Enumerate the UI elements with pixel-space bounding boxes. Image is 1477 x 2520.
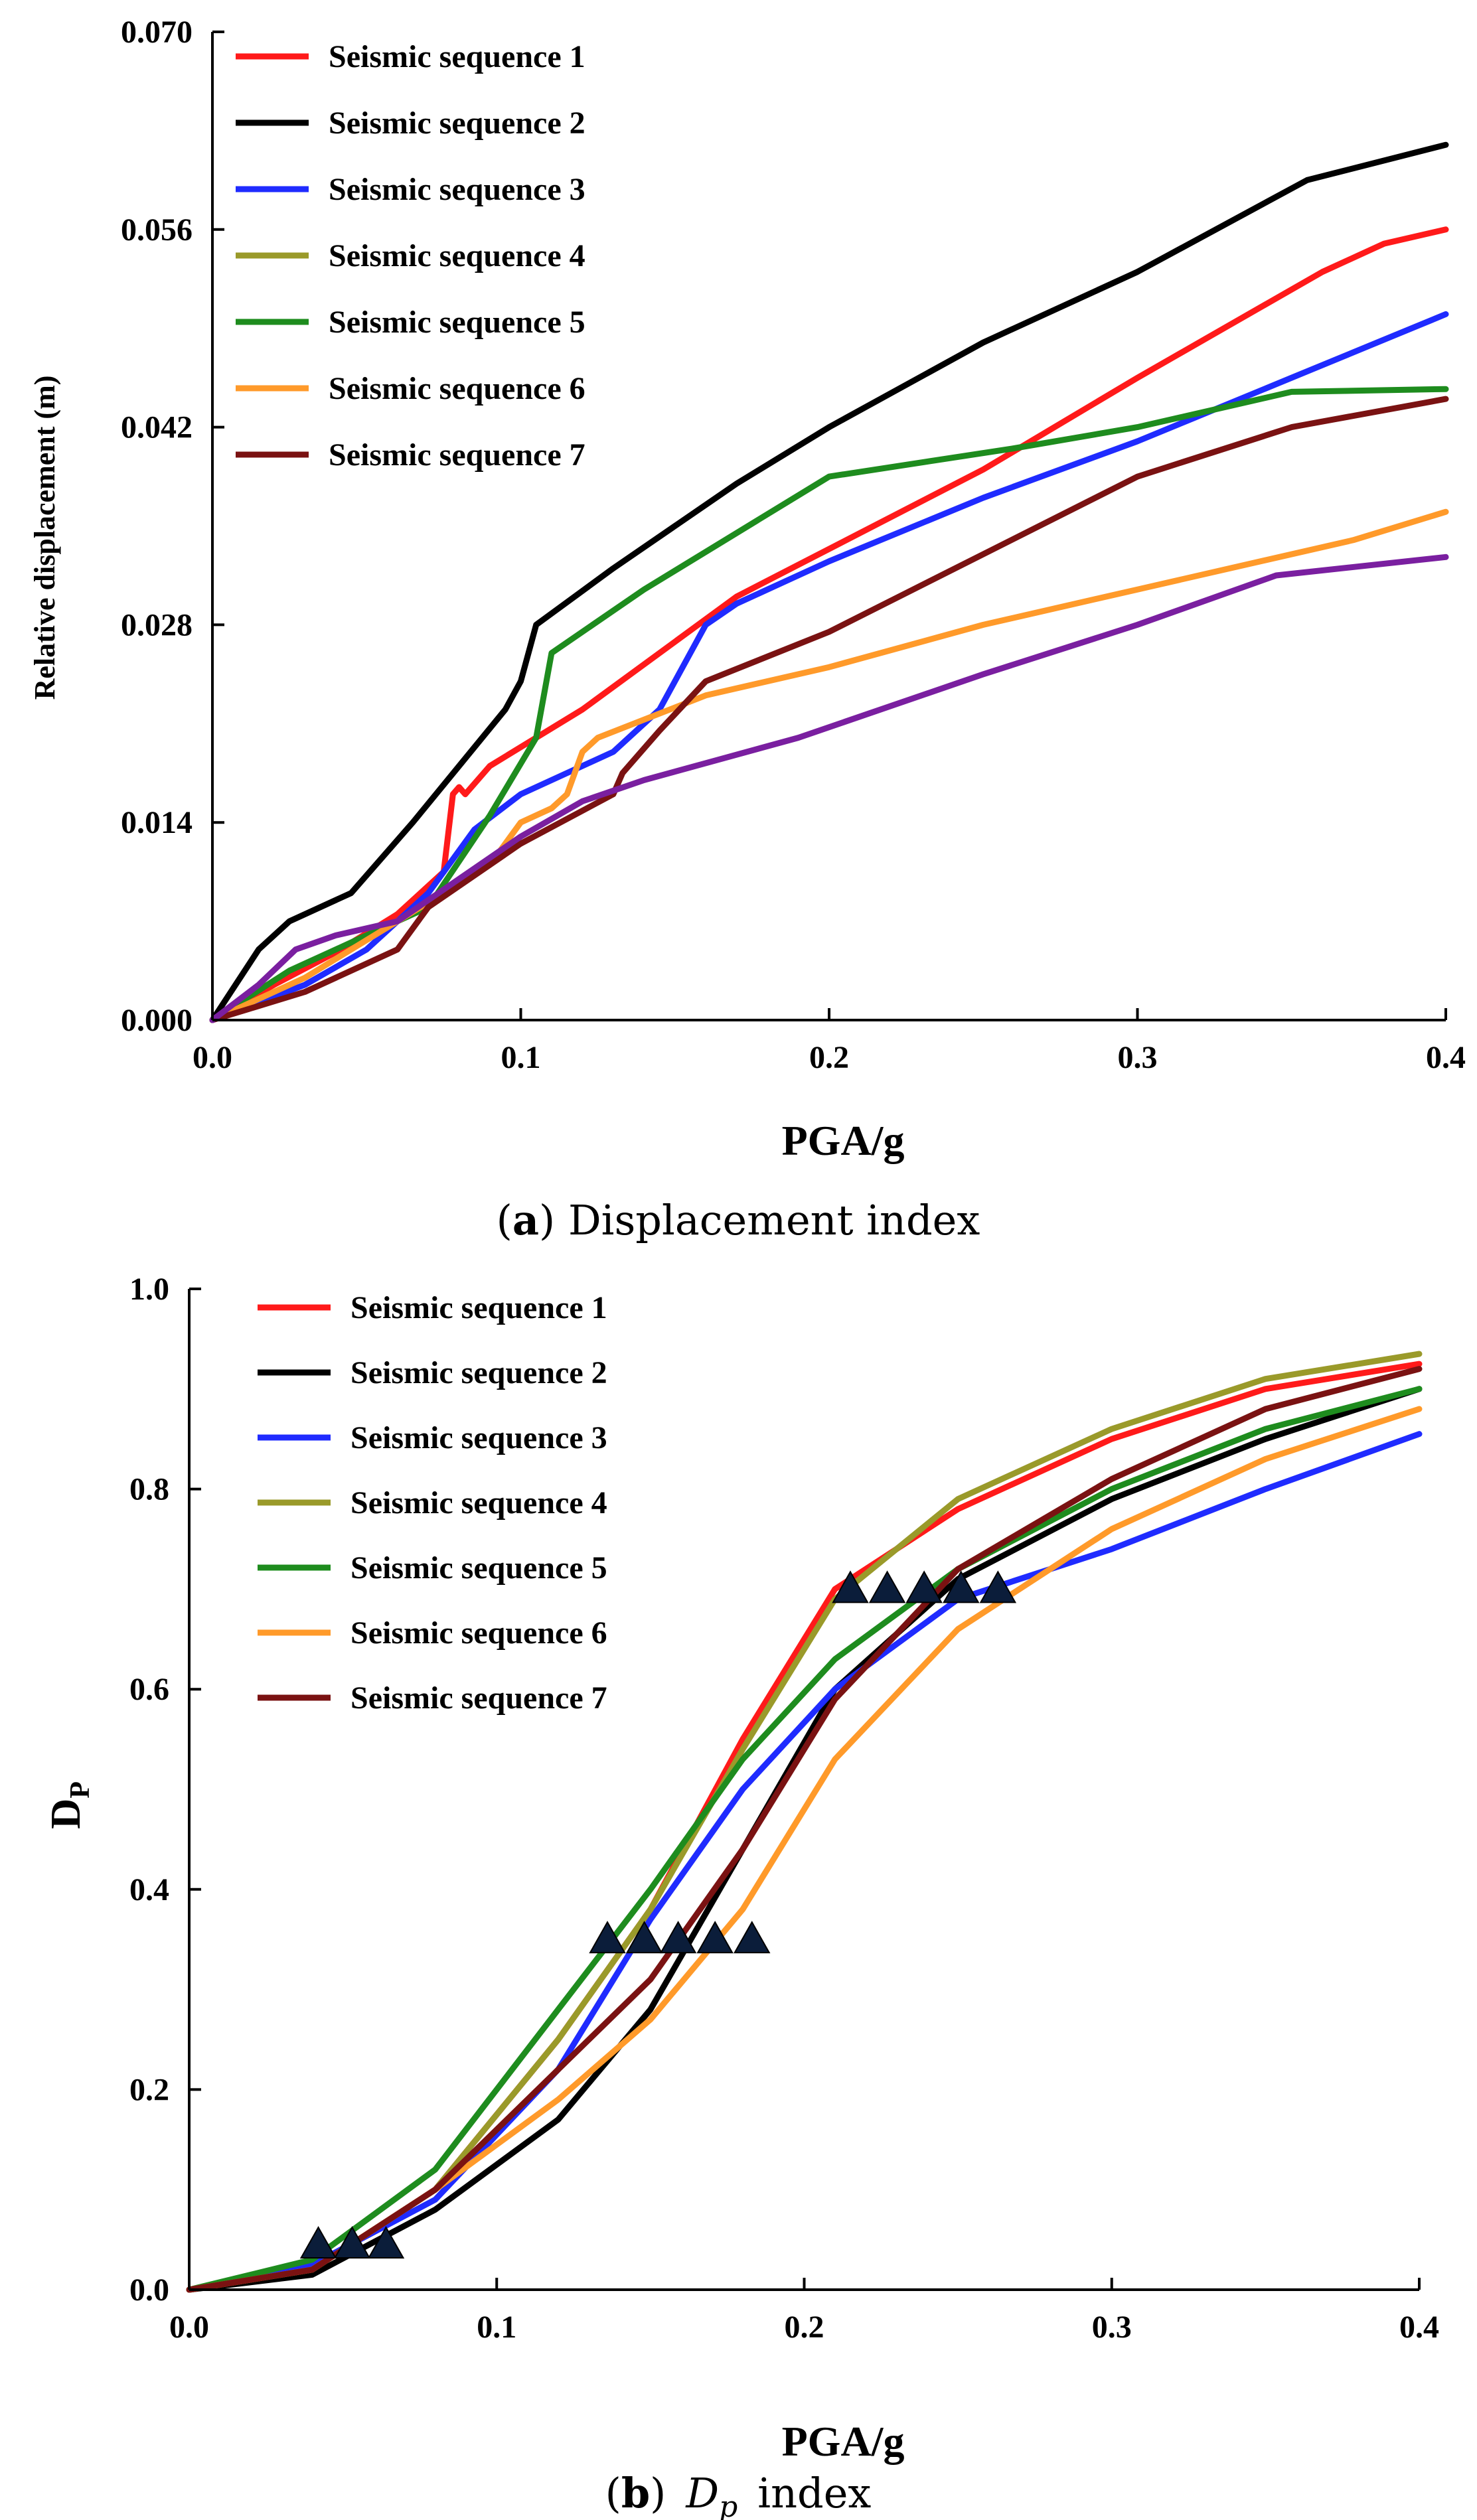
chart-a-legend-label: Seismic sequence 2: [329, 106, 585, 141]
chart-a-x-tick-label: 0.2: [809, 1040, 849, 1075]
chart-b-y-tick-label: 0.8: [129, 1472, 169, 1507]
chart-b-y-tick-label: 0.6: [129, 1672, 169, 1707]
chart-b-legend-label: Seismic sequence 5: [350, 1550, 607, 1586]
chart-a-caption-text: Displacement index: [555, 1196, 980, 1244]
chart-b-x-tick-label: 0.2: [785, 2310, 824, 2345]
chart-b-legend-label: Seismic sequence 4: [350, 1485, 607, 1520]
chart-b-series-line-7: [186, 1366, 1423, 2293]
chart-b-damage-state-marker: [868, 1570, 906, 1603]
chart-b-caption: (b) Dp index: [605, 2469, 872, 2520]
chart-a-y-tick-label: 0.042: [121, 410, 193, 445]
chart-a-y-tick-label: 0.070: [121, 15, 193, 50]
chart-a-y-axis-label: Relative displacement (m): [29, 376, 61, 700]
chart-a-legend-label: Seismic sequence 6: [329, 371, 585, 406]
chart-b-y-tick-label: 0.2: [129, 2072, 169, 2107]
chart-b-x-tick-label: 0.1: [477, 2310, 516, 2345]
chart-a-legend-label: Seismic sequence 4: [329, 238, 585, 273]
chart-b-y-tick-label: 0.0: [129, 2272, 169, 2308]
chart-a-y-tick-label: 0.028: [121, 607, 193, 642]
chart-b-caption-symbol: D: [685, 2469, 719, 2517]
chart-a-y-tick-label: 0.014: [121, 805, 193, 840]
chart-b-markers: [299, 1570, 1017, 2259]
chart-b-series-line-6: [186, 1406, 1423, 2293]
chart-b-y-axis-label-main: D: [42, 1799, 89, 1829]
chart-a-series-line-8: [209, 554, 1449, 1023]
chart-b-x-tick-label: 0.0: [169, 2310, 209, 2345]
chart-b-ticks: 0.0 0.1 0.2 0.3 0.4 0.0 0.2 0.4 0.6 0.8 1.0: [129, 1272, 1439, 2345]
chart-b-caption-text: index: [757, 2469, 871, 2517]
chart-b-y-axis-label: DP: [42, 1781, 96, 1829]
chart-b-damage-state-marker: [625, 1921, 663, 1954]
chart-a-caption: (a) Displacement index: [497, 1196, 980, 1244]
chart-b-y-tick-label: 0.4: [129, 1872, 169, 1907]
chart-a-ticks: 0.0 0.1 0.2 0.3 0.4 0.000 0.014 0.028 0.042 0.056…: [121, 15, 1466, 1075]
chart-b-damage-state-marker: [905, 1570, 943, 1603]
chart-b: 0.0 0.1 0.2 0.3 0.40.00.20.40.60.81.0 PGA/g …: [42, 1272, 1439, 2520]
chart-a-x-tick-label: 0.3: [1118, 1040, 1158, 1075]
chart-b-x-tick-label: 0.3: [1092, 2310, 1132, 2345]
chart-a-series-line-2: [209, 141, 1449, 1023]
chart-b-x-axis-label: PGA/g: [782, 2418, 905, 2465]
chart-a-x-axis-label: PGA/g: [782, 1117, 905, 1164]
chart-a-caption-letter: a: [512, 1196, 539, 1244]
chart-b-damage-state-marker: [589, 1921, 626, 1954]
chart-a-series-line-6: [209, 508, 1449, 1023]
chart-b-damage-state-marker: [333, 2226, 371, 2259]
chart-b-damage-state-marker: [979, 1570, 1017, 1603]
chart-b-damage-state-marker: [367, 2226, 405, 2259]
chart-b-legend-label: Seismic sequence 3: [350, 1420, 607, 1455]
chart-a: 0.0 0.1 0.2 0.3 0.4 0.000 0.014 0.028 0.042 0.056…: [29, 15, 1466, 1244]
chart-a-series-line-1: [209, 226, 1449, 1023]
chart-b-x-tick-label: 0.4: [1399, 2310, 1439, 2345]
chart-b-series-line-3: [186, 1431, 1423, 2293]
chart-b-y-axis-label-sub: P: [65, 1781, 96, 1799]
chart-a-x-tick-label: 0.1: [501, 1040, 541, 1075]
chart-a-x-tick-label: 0.0: [193, 1040, 232, 1075]
chart-a-legend: Seismic sequence 1 Seismic sequence 2 Seis…: [236, 39, 585, 473]
chart-a-legend-label: Seismic sequence 7: [329, 437, 585, 473]
chart-b-legend: Seismic sequence 1 Seismic sequence 2 Seis…: [258, 1290, 607, 1716]
chart-b-series-line-2: [186, 1386, 1423, 2293]
chart-b-damage-state-marker: [299, 2226, 337, 2259]
chart-a-legend-label: Seismic sequence 5: [329, 305, 585, 340]
chart-b-y-tick-label: 1.0: [129, 1272, 169, 1307]
chart-b-series-line-5: [186, 1386, 1423, 2293]
chart-a-y-tick-label: 0.000: [121, 1003, 193, 1038]
chart-b-damage-state-marker: [734, 1921, 771, 1954]
chart-b-damage-state-marker: [832, 1570, 869, 1603]
chart-b-legend-label: Seismic sequence 6: [350, 1615, 607, 1651]
chart-b-legend-label: Seismic sequence 1: [350, 1290, 607, 1325]
chart-a-legend-label: Seismic sequence 1: [329, 39, 585, 74]
chart-a-y-tick-label: 0.056: [121, 212, 193, 248]
chart-b-damage-state-marker: [943, 1570, 980, 1603]
chart-b-damage-state-marker: [659, 1921, 697, 1954]
chart-a-x-tick-label: 0.4: [1426, 1040, 1466, 1075]
chart-b-damage-state-marker: [696, 1921, 734, 1954]
chart-b-caption-letter: b: [621, 2469, 650, 2517]
chart-b-legend-label: Seismic sequence 7: [350, 1680, 607, 1716]
chart-b-series-group: [186, 1351, 1423, 2293]
chart-b-legend-label: Seismic sequence 2: [350, 1355, 607, 1390]
chart-b-caption-subscript: p: [719, 2490, 738, 2520]
chart-a-series-group: [209, 141, 1449, 1023]
chart-a-legend-label: Seismic sequence 3: [329, 172, 585, 207]
chart-a-series-line-5: [209, 386, 1449, 1023]
chart-a-series-line-7: [209, 396, 1449, 1023]
